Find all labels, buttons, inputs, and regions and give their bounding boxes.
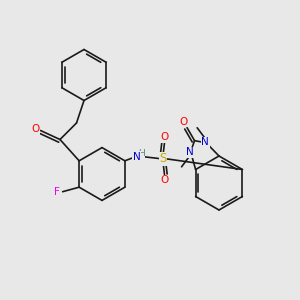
Text: O: O <box>180 117 188 127</box>
Text: N: N <box>133 152 141 162</box>
Text: F: F <box>54 187 60 197</box>
Text: O: O <box>160 175 169 185</box>
Text: N: N <box>201 137 209 147</box>
Text: O: O <box>31 124 39 134</box>
Text: S: S <box>159 152 167 165</box>
Text: N: N <box>186 147 194 158</box>
Text: H: H <box>138 149 145 158</box>
Text: O: O <box>160 132 169 142</box>
